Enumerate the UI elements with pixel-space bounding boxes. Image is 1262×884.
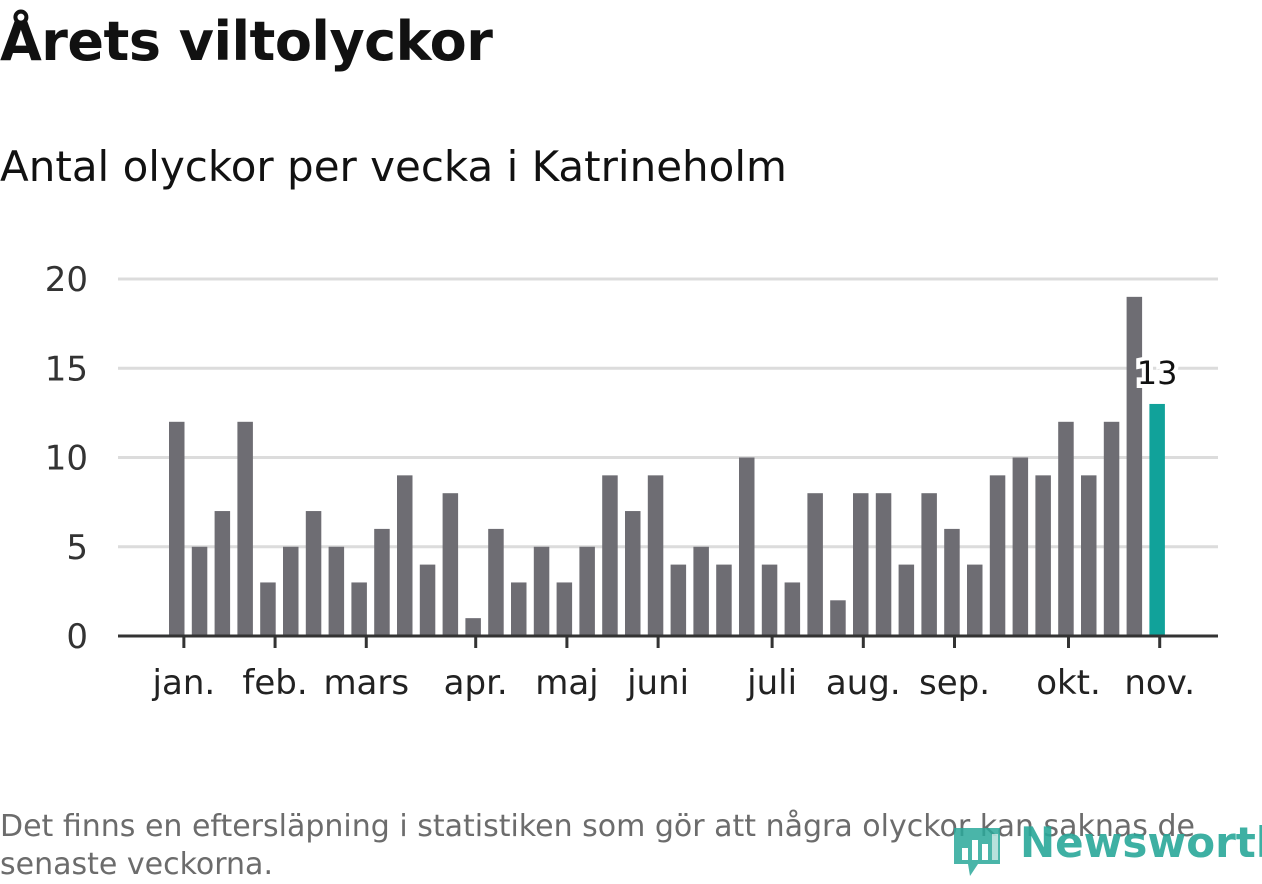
bar (625, 511, 641, 636)
bar (283, 546, 299, 636)
x-tick-label: sep. (919, 663, 990, 703)
bar (214, 511, 231, 636)
newsworthy-logo: Newsworthy (950, 818, 1262, 878)
bar (237, 421, 253, 636)
bar (169, 421, 185, 636)
bar (328, 546, 345, 636)
x-tick-label: juli (746, 663, 797, 703)
bar (351, 582, 367, 636)
bar (898, 564, 915, 636)
x-axis: jan. feb. mars apr. maj juni juli aug. sep. okt. n… (118, 634, 1218, 703)
bar (761, 564, 778, 636)
bar (511, 582, 527, 636)
bar (670, 564, 687, 636)
bars (169, 296, 1165, 636)
y-tick-label: 0 (66, 617, 88, 657)
y-tick-label: 20 (45, 260, 88, 300)
logo-text: Newsworthy (1020, 818, 1262, 867)
x-tick-label: jan. (152, 663, 216, 703)
x-tick-label: mars (323, 663, 409, 703)
bar (784, 582, 801, 636)
x-tick-label: okt. (1036, 663, 1101, 703)
chart-subtitle: Antal olyckor per vecka i Katrineholm (0, 142, 787, 191)
bar (465, 618, 481, 636)
y-tick-label: 5 (66, 528, 88, 568)
bar (488, 528, 504, 636)
bar (419, 564, 436, 636)
bar (556, 582, 573, 636)
bar (397, 475, 413, 636)
x-tick-label: aug. (826, 663, 901, 703)
bar-highlight (1149, 403, 1165, 636)
x-tick-label: maj (535, 663, 598, 703)
bar (853, 493, 869, 636)
bar (602, 475, 618, 636)
bar (739, 457, 755, 636)
bar (1058, 421, 1074, 636)
gridlines: 0 5 10 15 20 (45, 260, 1218, 657)
bar (533, 546, 550, 636)
data-labels: 13 (1133, 350, 1182, 396)
bar-chart-speech-icon (954, 828, 1000, 876)
y-tick-label: 10 (45, 439, 88, 479)
bar (260, 582, 276, 636)
bar (807, 493, 823, 636)
bar (830, 600, 846, 636)
bar (693, 546, 709, 636)
bar (1035, 475, 1051, 636)
bar (1103, 421, 1120, 636)
data-label-highlight: 13 (1137, 354, 1178, 392)
bar (1126, 296, 1143, 636)
bar (1081, 475, 1097, 636)
y-tick-label: 15 (45, 349, 88, 389)
bar (191, 546, 208, 636)
bar (967, 564, 983, 636)
bar (875, 493, 892, 636)
x-tick-label: nov. (1124, 663, 1195, 703)
bar (921, 493, 937, 636)
bar (374, 528, 390, 636)
bar (989, 475, 1006, 636)
bar (442, 493, 459, 636)
bar (944, 528, 960, 636)
x-tick-label: feb. (242, 663, 307, 703)
chart-title: Årets viltolyckor (0, 10, 493, 73)
x-tick-label: apr. (444, 663, 508, 703)
bar (1012, 457, 1029, 636)
bar (305, 511, 322, 636)
x-tick-label: juni (626, 663, 689, 703)
bar (716, 564, 732, 636)
bar (647, 475, 664, 636)
bar (579, 546, 595, 636)
